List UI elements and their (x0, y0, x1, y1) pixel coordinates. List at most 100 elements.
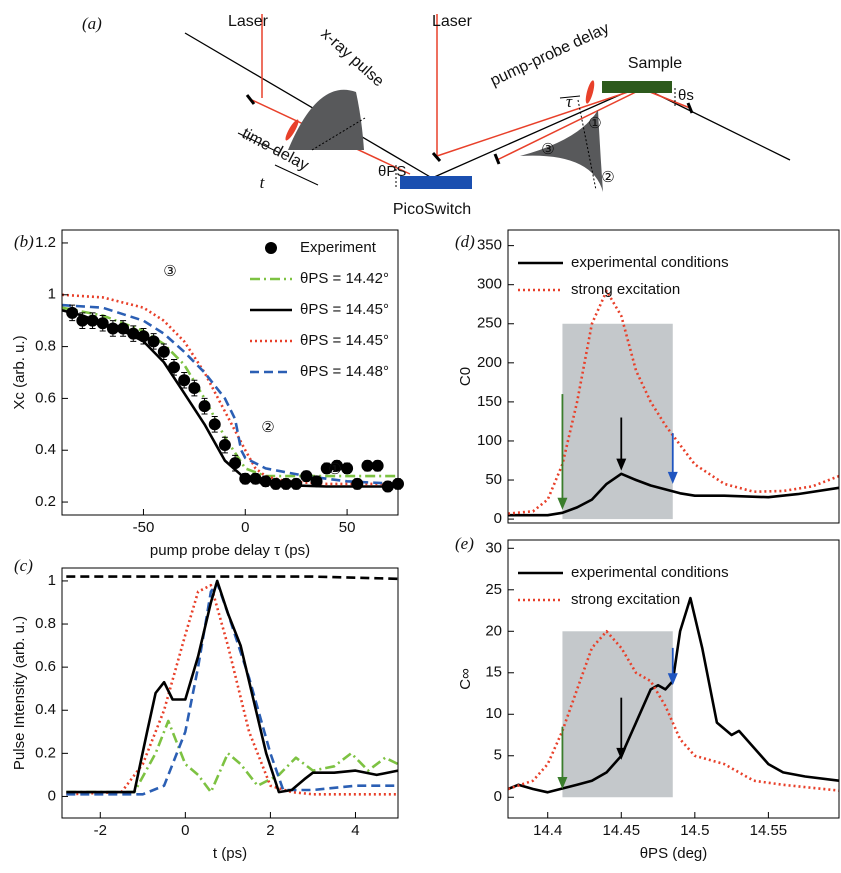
data-line (507, 630, 840, 792)
y-tick-label: 50 (485, 471, 502, 488)
diagram: (a) Laser x-ray pulse time delay t θPS P… (82, 13, 791, 218)
data-line (66, 583, 398, 796)
x-tick-label: 14.5 (680, 822, 709, 839)
panel-label: (c) (14, 556, 33, 575)
data-line (61, 303, 399, 486)
arrow-head (557, 776, 568, 789)
x-tick-label: 2 (266, 822, 274, 839)
x-tick-label: -2 (94, 822, 107, 839)
arrow-head (616, 458, 627, 471)
marker: ② (601, 169, 614, 186)
laser-pulse (585, 80, 595, 104)
panel-label: (b) (14, 232, 34, 251)
label: PicoSwitch (393, 201, 471, 218)
data-point (269, 477, 282, 490)
legend-label: θPS = 14.48° (300, 363, 389, 380)
data-point (341, 462, 354, 475)
y-tick-label: 1 (48, 572, 56, 589)
sample-block (602, 81, 672, 93)
x-tick-label: 4 (351, 822, 359, 839)
legend-label: Experiment (300, 239, 377, 256)
data-point (249, 472, 262, 485)
legend-marker (265, 242, 277, 254)
data-point (290, 477, 303, 490)
y-tick-label: 0.2 (35, 493, 56, 510)
panel: (b) 0.2 0.4 0.6 0.8 1 1.2 -50 0 50 pump probe dela… (11, 229, 404, 559)
data-point (178, 374, 191, 387)
panel-label: (d) (455, 232, 475, 251)
data-point (96, 317, 109, 330)
arrow-head (616, 747, 627, 760)
annotation: ① (328, 461, 341, 478)
panel: (e) 0 5 10 15 20 25 30 14.4 14.45 14.5 14.55 θPS (de… (455, 534, 840, 862)
arrow-head (667, 673, 678, 686)
data-point (66, 306, 79, 319)
x-axis-label: pump probe delay τ (ps) (150, 542, 310, 559)
y-tick-label: 150 (477, 393, 502, 410)
data-point (351, 477, 364, 490)
data-point (147, 335, 160, 348)
delay-arrow (237, 132, 281, 154)
data-point (361, 459, 374, 472)
legend-label: θPS = 14.45° (300, 332, 389, 349)
x-tick-label: 14.45 (603, 822, 641, 839)
data-line (61, 306, 398, 478)
data-point (198, 400, 211, 413)
x-tick-label: 0 (181, 822, 189, 839)
data-point (127, 327, 140, 340)
data-point (208, 418, 221, 431)
annotation: ③ (163, 263, 176, 280)
data-point (330, 459, 343, 472)
label: θs (678, 87, 694, 104)
panel: (c) 0 0.2 0.4 0.6 0.8 1 -2 0 2 4 t (ps) Pulse Intens… (11, 556, 399, 862)
label: x-ray pulse (317, 25, 387, 90)
picoswitch-crystal (400, 176, 472, 189)
data-point (381, 480, 394, 493)
data-point (229, 457, 242, 470)
y-tick-label: 1 (48, 286, 56, 303)
y-axis-label: C∞ (457, 668, 474, 690)
y-tick-label: 0 (494, 510, 502, 527)
data-point (239, 472, 252, 485)
data-point (320, 462, 333, 475)
beam-line (184, 32, 433, 179)
legend-label: experimental conditions (571, 254, 729, 271)
data-point (106, 322, 119, 335)
y-tick-label: 0.8 (35, 338, 56, 355)
panel-label: (e) (455, 534, 474, 553)
y-tick-label: 0.6 (35, 389, 56, 406)
x-axis-label: θPS (deg) (640, 845, 708, 862)
legend-label: θPS = 14.45° (300, 301, 389, 318)
data-point (86, 314, 99, 327)
y-tick-label: 0 (494, 788, 502, 805)
y-tick-label: 15 (485, 664, 502, 681)
shaded-region (562, 631, 673, 798)
data-line (508, 472, 840, 517)
panel-label: (a) (82, 14, 102, 33)
beam-line (431, 85, 641, 179)
panel: (d) 0 50 100 150 200 250 300 350 C0 experimental c… (455, 229, 840, 527)
data-point (310, 475, 323, 488)
data-line (66, 719, 399, 794)
y-tick-label: 100 (477, 432, 502, 449)
plot-frame (507, 539, 840, 819)
y-tick-label: 30 (485, 539, 502, 556)
y-axis-label: C0 (457, 367, 474, 386)
data-point (188, 382, 201, 395)
y-tick-label: 0.6 (35, 658, 56, 675)
data-line (66, 581, 398, 796)
delay-arrow (274, 164, 319, 186)
plot-frame (507, 229, 840, 524)
legend-label: experimental conditions (571, 564, 729, 581)
y-tick-label: 0 (48, 787, 56, 804)
data-point (280, 477, 292, 490)
data-point (137, 330, 150, 343)
data-line (66, 575, 399, 581)
x-axis-label: t (ps) (213, 845, 247, 862)
arrow-head (557, 497, 568, 510)
y-tick-label: 300 (477, 276, 502, 293)
x-tick-label: 14.4 (533, 822, 562, 839)
data-point (157, 345, 170, 358)
plot-frame (61, 229, 399, 516)
